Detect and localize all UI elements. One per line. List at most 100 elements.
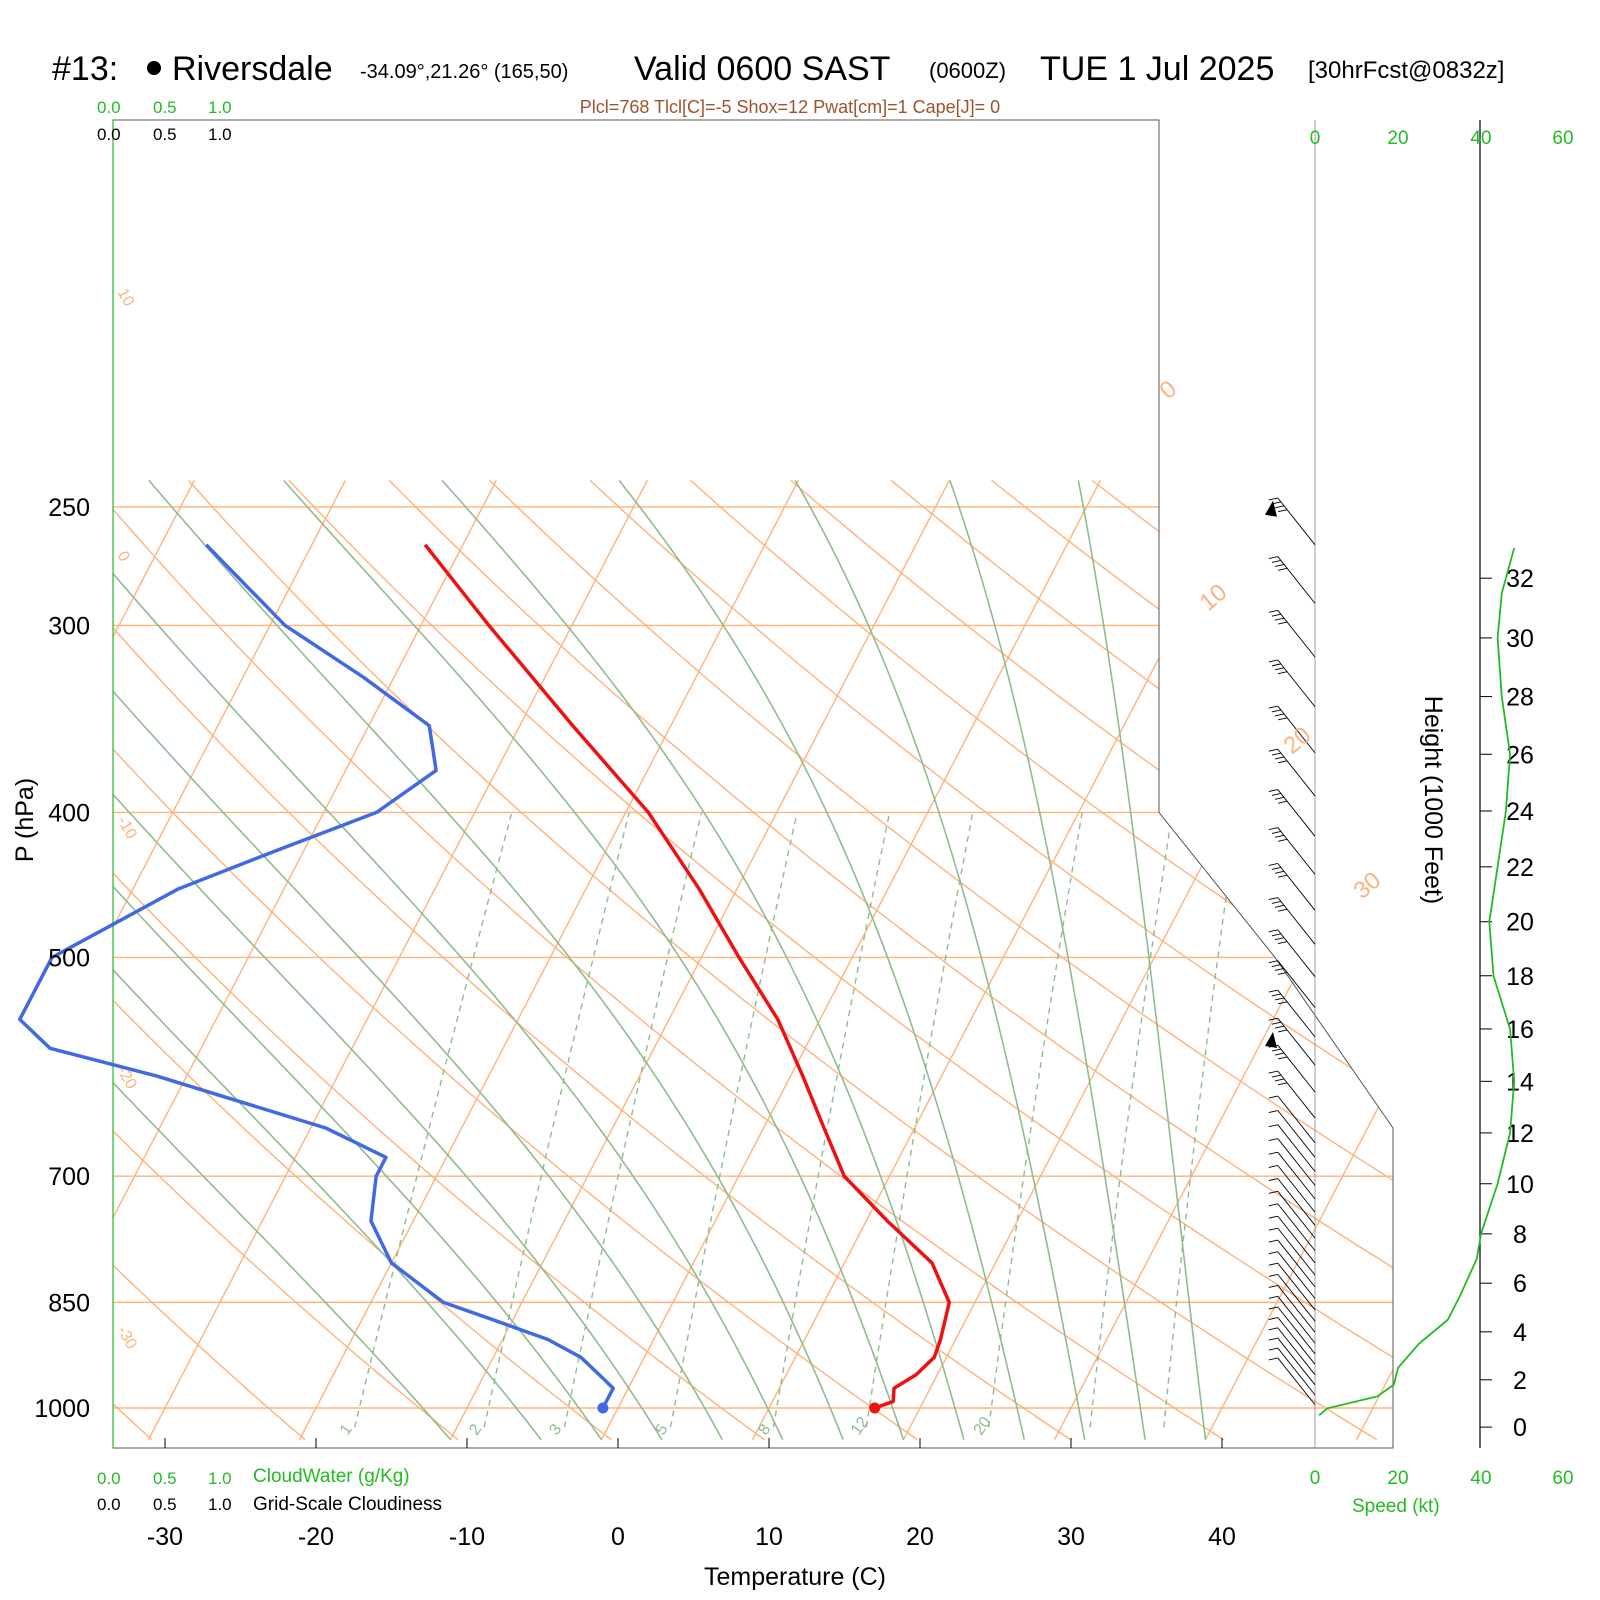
wind-barb-feather	[1268, 1273, 1278, 1277]
wind-barbs	[1265, 120, 1316, 1448]
wind-barb-feather	[1278, 621, 1288, 625]
isotherm--50	[113, 480, 346, 1441]
wind-barb-feather	[1274, 1078, 1285, 1082]
isotherm--10	[449, 480, 950, 1441]
speed-tick-bottom-60: 60	[1552, 1468, 1573, 1489]
mixing-ratio-line-30	[1089, 812, 1174, 1428]
wind-barb-feather	[1268, 1295, 1278, 1299]
moist-adiabat	[1077, 480, 1207, 1440]
mixing-ratio-label: 2	[466, 1421, 485, 1438]
mixing-ratio-label: 1	[337, 1421, 356, 1438]
wind-barb	[1277, 1239, 1316, 1288]
mixing-ratio-line-5	[669, 812, 798, 1428]
sounding-profiles	[18, 543, 952, 1414]
wind-barb-feather	[1271, 900, 1281, 904]
moist-adiabat	[283, 479, 905, 1440]
forecast-info: [30hrFcst@0832z]	[1308, 57, 1504, 84]
isotherm--20	[298, 480, 799, 1441]
wind-barb-feather	[1278, 760, 1288, 764]
wind-barb-feather	[1268, 789, 1278, 792]
cloudiness-scale-top-1: 0.5	[153, 125, 177, 144]
wind-barb-feather	[1274, 904, 1285, 908]
dry-adiabat	[689, 479, 1393, 1441]
height-tick-20: 20	[1506, 909, 1534, 937]
wind-barb	[1277, 1251, 1316, 1299]
temp-tick-40: 40	[1208, 1523, 1236, 1551]
wind-barb	[1277, 1357, 1316, 1406]
dry-adiabat	[113, 479, 918, 1441]
wind-barb	[1277, 989, 1316, 1038]
dry-adiabat	[489, 479, 1393, 1441]
wind-barb-feather	[1268, 497, 1278, 501]
height-tick-4: 4	[1513, 1319, 1527, 1347]
cloudiness-label: Grid-Scale Cloudiness	[253, 1494, 442, 1515]
dry-adiabat	[589, 479, 1393, 1441]
dry-adiabat	[113, 479, 459, 1441]
cloudwater-label: CloudWater (g/Kg)	[253, 1466, 410, 1487]
cloudiness-scale-top-2: 1.0	[208, 125, 232, 144]
temp-tick-20: 20	[906, 1523, 934, 1551]
wind-barb	[1277, 1178, 1316, 1226]
wind-barb-feather	[1268, 1227, 1278, 1231]
wind-barb-feather	[1271, 560, 1281, 563]
dry-adiabat	[1192, 479, 1393, 1441]
height-tick-18: 18	[1506, 963, 1534, 991]
wind-barb-feather	[1278, 1029, 1288, 1033]
dry-adiabat	[113, 480, 306, 1441]
cloudiness-scale-bottom-0: 0.0	[97, 1495, 121, 1514]
wind-barb-feather	[1268, 1178, 1278, 1181]
height-tick-32: 32	[1506, 565, 1534, 593]
wind-barb-feather	[1274, 1025, 1285, 1029]
wind-barb	[1277, 1227, 1316, 1276]
isotherm-label-left: 0	[114, 549, 133, 565]
wind-barb-feather	[1274, 617, 1285, 621]
wind-barb	[1277, 789, 1316, 837]
wind-barb-feather	[1278, 567, 1288, 571]
cloudwater-scale-bottom-1: 0.5	[153, 1469, 177, 1488]
speed-tick-top-0: 0	[1310, 128, 1321, 149]
moist-adiabat	[949, 480, 1146, 1440]
wind-barb-feather	[1268, 929, 1278, 933]
thermo-grid	[113, 479, 1393, 1441]
temp-tick--20: -20	[298, 1523, 334, 1551]
wind-barb-feather	[1271, 964, 1281, 968]
wind-barb-feather	[1268, 1165, 1278, 1168]
wind-barb-feather	[1268, 863, 1278, 866]
wind-barb-feather	[1274, 870, 1285, 874]
wind-barb-feather	[1271, 1021, 1281, 1025]
speed-tick-bottom-40: 40	[1470, 1468, 1491, 1489]
wind-barb-feather	[1268, 1070, 1278, 1074]
wind-barb-feather	[1268, 1017, 1278, 1021]
pressure-tick-300: 300	[48, 612, 90, 640]
wind-barb	[1277, 1203, 1316, 1251]
isotherm-label-right: 20	[1279, 722, 1317, 760]
wind-barb-feather	[1271, 933, 1281, 937]
dry-adiabat	[1392, 479, 1393, 1441]
wind-barb-feather	[1268, 1110, 1278, 1113]
wind-barb	[1277, 1306, 1316, 1355]
isotherm-40	[1204, 480, 1393, 1441]
mixing-ratio-line-1	[354, 812, 513, 1428]
wind-barb-feather	[1268, 960, 1278, 964]
isotherm-label-left: -10	[114, 814, 140, 843]
moist-adiabat	[113, 479, 542, 1441]
wind-barb-feather	[1274, 1052, 1285, 1056]
speed-tick-top-20: 20	[1387, 128, 1408, 149]
station-dot-icon	[147, 61, 161, 75]
dry-adiabat	[113, 479, 612, 1441]
wind-barb	[1277, 556, 1316, 604]
height-tick-10: 10	[1506, 1171, 1534, 1199]
wind-barb	[1277, 659, 1316, 708]
wind-barb-feather	[1268, 897, 1278, 900]
wind-barb-feather	[1268, 1095, 1278, 1099]
isotherm--60	[113, 480, 195, 1441]
speed-tick-top-60: 60	[1552, 128, 1573, 149]
wind-barb	[1277, 497, 1316, 546]
mixing-ratio-label: 12	[848, 1414, 872, 1438]
wind-barb-feather	[1268, 1251, 1278, 1255]
wind-barb-feather	[1274, 997, 1285, 1001]
height-tick-8: 8	[1513, 1221, 1527, 1249]
pressure-tick-1000: 1000	[34, 1395, 90, 1423]
cloudwater-scale-top-1: 0.5	[153, 98, 177, 117]
wind-barb-feather	[1268, 1215, 1278, 1219]
